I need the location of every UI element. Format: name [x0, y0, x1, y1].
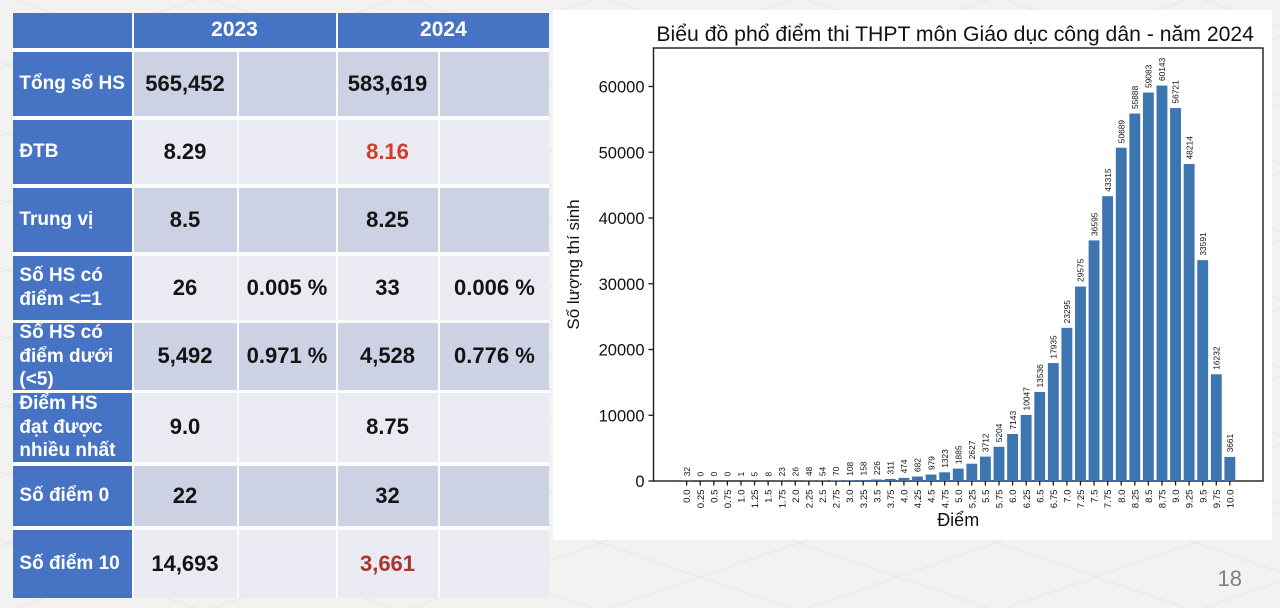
- svg-text:9.25: 9.25: [1185, 490, 1196, 509]
- svg-text:23: 23: [777, 467, 787, 477]
- svg-text:8: 8: [763, 471, 773, 476]
- svg-text:0.75: 0.75: [723, 490, 734, 509]
- svg-text:8.75: 8.75: [1158, 490, 1169, 509]
- svg-text:6.25: 6.25: [1022, 490, 1033, 509]
- svg-text:17935: 17935: [1049, 335, 1059, 359]
- svg-text:59083: 59083: [1144, 64, 1154, 88]
- svg-text:16232: 16232: [1211, 346, 1221, 370]
- svg-text:Điểm: Điểm: [937, 510, 979, 530]
- svg-text:0.0: 0.0: [682, 490, 693, 503]
- svg-text:13536: 13536: [1035, 364, 1045, 388]
- svg-text:6.75: 6.75: [1049, 490, 1060, 509]
- svg-text:1.25: 1.25: [750, 490, 761, 509]
- svg-text:8.5: 8.5: [1144, 490, 1155, 503]
- svg-text:50689: 50689: [1116, 120, 1126, 144]
- svg-text:226: 226: [872, 461, 882, 475]
- svg-text:9.0: 9.0: [1171, 490, 1182, 503]
- svg-text:5: 5: [750, 471, 760, 476]
- svg-text:29575: 29575: [1076, 258, 1086, 282]
- svg-text:7143: 7143: [1008, 411, 1018, 430]
- svg-text:4.75: 4.75: [940, 490, 951, 509]
- svg-text:56721: 56721: [1171, 80, 1181, 104]
- svg-text:0.5: 0.5: [709, 490, 720, 503]
- svg-text:1.5: 1.5: [764, 490, 775, 503]
- svg-text:Số lượng thí sinh: Số lượng thí sinh: [564, 199, 583, 329]
- svg-text:7.5: 7.5: [1090, 490, 1101, 503]
- svg-text:23295: 23295: [1062, 300, 1072, 324]
- svg-text:54: 54: [818, 466, 828, 476]
- svg-text:3.5: 3.5: [872, 490, 883, 503]
- svg-text:60000: 60000: [599, 79, 645, 97]
- svg-text:6.0: 6.0: [1008, 490, 1019, 503]
- svg-text:8.25: 8.25: [1130, 490, 1141, 509]
- svg-text:48214: 48214: [1184, 136, 1194, 160]
- svg-text:55888: 55888: [1130, 85, 1140, 109]
- svg-text:20000: 20000: [599, 342, 645, 360]
- svg-text:3661: 3661: [1225, 433, 1235, 452]
- svg-text:33591: 33591: [1198, 232, 1208, 256]
- svg-text:5.75: 5.75: [995, 490, 1006, 509]
- svg-text:10.0: 10.0: [1225, 490, 1236, 509]
- svg-text:979: 979: [926, 456, 936, 470]
- svg-text:43315: 43315: [1103, 168, 1113, 192]
- svg-text:Biểu đồ phổ điểm thi THPT môn: Biểu đồ phổ điểm thi THPT môn Giáo dục c…: [656, 23, 1254, 46]
- svg-text:0.25: 0.25: [696, 490, 707, 509]
- svg-text:0: 0: [723, 472, 733, 477]
- svg-text:5.5: 5.5: [981, 490, 992, 503]
- svg-text:48: 48: [804, 467, 814, 477]
- svg-text:108: 108: [845, 461, 855, 475]
- svg-text:7.25: 7.25: [1076, 490, 1087, 509]
- svg-text:40000: 40000: [599, 210, 645, 228]
- svg-text:4.0: 4.0: [900, 490, 911, 503]
- svg-text:1.75: 1.75: [777, 490, 788, 509]
- svg-text:60143: 60143: [1157, 57, 1167, 81]
- svg-text:474: 474: [899, 459, 909, 473]
- svg-text:3.0: 3.0: [845, 490, 856, 503]
- svg-text:3.25: 3.25: [859, 490, 870, 509]
- svg-text:5.25: 5.25: [967, 490, 978, 509]
- svg-text:9.75: 9.75: [1212, 490, 1223, 509]
- svg-text:2.0: 2.0: [791, 490, 802, 503]
- svg-text:3712: 3712: [981, 433, 991, 452]
- svg-text:5204: 5204: [994, 423, 1004, 442]
- svg-text:50000: 50000: [599, 144, 645, 162]
- svg-text:0: 0: [695, 472, 705, 477]
- svg-text:10047: 10047: [1021, 387, 1031, 411]
- svg-text:2.5: 2.5: [818, 490, 829, 503]
- svg-text:10000: 10000: [599, 407, 645, 425]
- svg-text:7.0: 7.0: [1063, 490, 1074, 503]
- svg-text:70: 70: [831, 466, 841, 476]
- svg-text:1: 1: [736, 471, 746, 476]
- svg-text:0: 0: [635, 473, 644, 491]
- svg-text:0: 0: [709, 472, 719, 477]
- svg-text:4.5: 4.5: [927, 490, 938, 503]
- svg-text:36595: 36595: [1089, 212, 1099, 236]
- svg-text:311: 311: [886, 461, 896, 475]
- svg-text:2.75: 2.75: [832, 490, 843, 509]
- svg-text:682: 682: [913, 458, 923, 472]
- svg-text:8.0: 8.0: [1117, 490, 1128, 503]
- svg-text:2627: 2627: [967, 440, 977, 459]
- svg-text:7.75: 7.75: [1103, 490, 1114, 509]
- svg-text:4.25: 4.25: [913, 490, 924, 509]
- svg-text:9.5: 9.5: [1198, 490, 1209, 503]
- svg-text:32: 32: [682, 467, 692, 477]
- svg-text:3.75: 3.75: [886, 490, 897, 509]
- svg-text:1.0: 1.0: [737, 490, 748, 503]
- svg-text:1323: 1323: [940, 449, 950, 468]
- svg-text:1885: 1885: [953, 445, 963, 464]
- svg-text:5.0: 5.0: [954, 490, 965, 503]
- svg-text:158: 158: [858, 461, 868, 475]
- svg-text:26: 26: [790, 467, 800, 477]
- svg-text:2.25: 2.25: [804, 490, 815, 509]
- svg-text:30000: 30000: [599, 276, 645, 294]
- svg-text:6.5: 6.5: [1035, 490, 1046, 503]
